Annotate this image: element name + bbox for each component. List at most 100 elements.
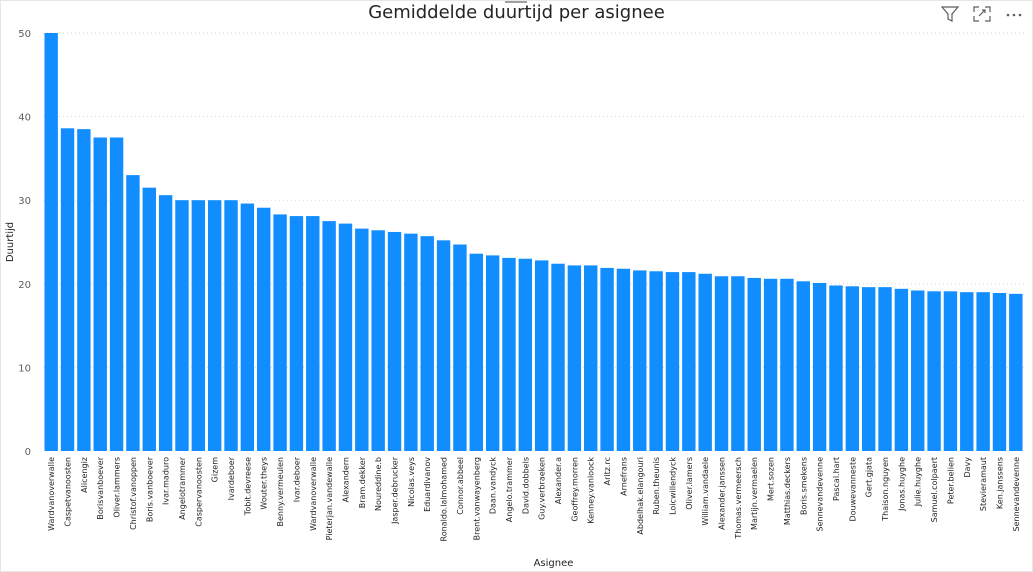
- bar[interactable]: [911, 290, 925, 451]
- bar[interactable]: [927, 291, 941, 451]
- bar[interactable]: [861, 287, 876, 451]
- bar[interactable]: [943, 291, 958, 451]
- x-tick-label: Ivardeboer: [227, 456, 236, 500]
- x-tick-label: Thaison.nguyen: [881, 457, 890, 522]
- x-tick-label: Aritz.rc: [603, 457, 612, 485]
- bar[interactable]: [633, 270, 647, 451]
- x-tick-label: Jonas.huyghe: [897, 457, 906, 512]
- bar[interactable]: [649, 271, 663, 451]
- x-axis-title: Asignee: [534, 558, 574, 569]
- x-tick-label: Oliver.lamers: [685, 457, 694, 510]
- x-tick-label: Wardvanoverwalle: [47, 457, 56, 531]
- x-tick-label: Wouter.theys: [260, 457, 269, 510]
- bar[interactable]: [796, 281, 810, 451]
- bar[interactable]: [273, 214, 287, 451]
- y-axis-ticks: 0 10 20 30 40 50: [18, 29, 31, 458]
- bar[interactable]: [126, 175, 140, 451]
- bar[interactable]: [224, 200, 238, 451]
- bar[interactable]: [257, 207, 271, 451]
- bar[interactable]: [175, 200, 189, 451]
- bar[interactable]: [453, 244, 467, 451]
- bar[interactable]: [731, 276, 745, 451]
- x-tick-label: Eduardivanov: [423, 457, 432, 512]
- bar[interactable]: [763, 278, 778, 451]
- x-tick-label: Julie.huyghe: [914, 457, 923, 507]
- bar[interactable]: [436, 240, 451, 451]
- y-tick-label: 0: [25, 447, 31, 458]
- x-tick-label: Ken.janssens: [995, 457, 1004, 509]
- bar[interactable]: [976, 292, 990, 451]
- bar[interactable]: [616, 268, 631, 451]
- x-tick-label: Guy.verbraeken: [538, 457, 547, 520]
- bar[interactable]: [207, 200, 222, 451]
- bar[interactable]: [812, 282, 827, 451]
- drag-handle[interactable]: [505, 1, 527, 6]
- bar[interactable]: [960, 292, 974, 451]
- more-options-icon[interactable]: [1003, 4, 1025, 24]
- bar[interactable]: [355, 228, 369, 451]
- bar[interactable]: [600, 267, 614, 451]
- filter-icon[interactable]: [939, 4, 961, 24]
- bar[interactable]: [404, 233, 418, 451]
- bar[interactable]: [829, 285, 843, 451]
- x-tick-label: Alexandern: [341, 457, 350, 502]
- bar[interactable]: [894, 288, 909, 451]
- x-tick-label: Matthias.deckers: [783, 457, 792, 525]
- x-tick-label: Davy: [963, 457, 972, 478]
- x-tick-label: Wardvanoverwalle: [309, 457, 318, 531]
- x-tick-label: Daan.vandyck: [489, 457, 498, 514]
- bar[interactable]: [567, 265, 582, 451]
- bar[interactable]: [584, 265, 598, 451]
- bar[interactable]: [142, 187, 156, 451]
- bar[interactable]: [60, 128, 75, 452]
- x-tick-label: Gizem: [211, 457, 220, 483]
- bar[interactable]: [469, 253, 483, 451]
- x-tick-label: Geoffrey.morren: [570, 457, 579, 522]
- x-tick-label: Boris.smekens: [799, 457, 808, 515]
- bar[interactable]: [77, 129, 91, 451]
- bar[interactable]: [387, 231, 402, 451]
- bar[interactable]: [714, 276, 729, 451]
- focus-mode-icon[interactable]: [971, 4, 993, 24]
- x-tick-label: Loicwillendyck: [668, 457, 677, 515]
- x-tick-label: Noureddine.b: [374, 457, 383, 511]
- bar[interactable]: [665, 272, 680, 451]
- bar[interactable]: [1009, 293, 1023, 451]
- bar[interactable]: [845, 286, 860, 451]
- bar[interactable]: [44, 33, 58, 451]
- x-tick-label: Arnefrans: [619, 457, 628, 496]
- bar[interactable]: [878, 287, 892, 451]
- bar[interactable]: [420, 236, 434, 451]
- bar[interactable]: [747, 277, 761, 451]
- bar[interactable]: [780, 278, 794, 451]
- bar[interactable]: [534, 260, 549, 451]
- bar[interactable]: [485, 255, 500, 451]
- bar[interactable]: [371, 230, 385, 451]
- x-tick-label: Martijn.vermaelen: [750, 457, 759, 530]
- bar[interactable]: [551, 263, 565, 451]
- x-tick-label: Mert.sozen: [767, 457, 776, 501]
- x-tick-label: Tobit.devreese: [243, 457, 252, 516]
- x-tick-label: Ruben.theunis: [652, 457, 661, 515]
- bar[interactable]: [306, 216, 320, 451]
- x-tick-label: David.dobbels: [521, 457, 530, 514]
- bar[interactable]: [93, 137, 107, 452]
- bar[interactable]: [158, 195, 173, 451]
- bar[interactable]: [992, 293, 1007, 451]
- y-tick-label: 20: [18, 280, 31, 291]
- x-tick-label: Sennevandevenne: [1012, 457, 1021, 532]
- bar[interactable]: [338, 223, 353, 451]
- x-tick-label: Pascal.hart: [832, 457, 841, 501]
- bar[interactable]: [109, 137, 124, 452]
- bar[interactable]: [518, 258, 533, 451]
- x-tick-label: Ivar.deboer: [292, 456, 301, 502]
- x-tick-label: Ronaldo.lalmohamed: [440, 457, 449, 541]
- bar[interactable]: [240, 203, 255, 451]
- bar[interactable]: [698, 273, 712, 451]
- bar[interactable]: [502, 257, 516, 451]
- bar[interactable]: [289, 216, 304, 451]
- bar[interactable]: [322, 221, 336, 451]
- x-tick-label: Abdelhak.elangouri: [636, 457, 645, 535]
- bar[interactable]: [191, 200, 206, 451]
- bar[interactable]: [682, 272, 696, 451]
